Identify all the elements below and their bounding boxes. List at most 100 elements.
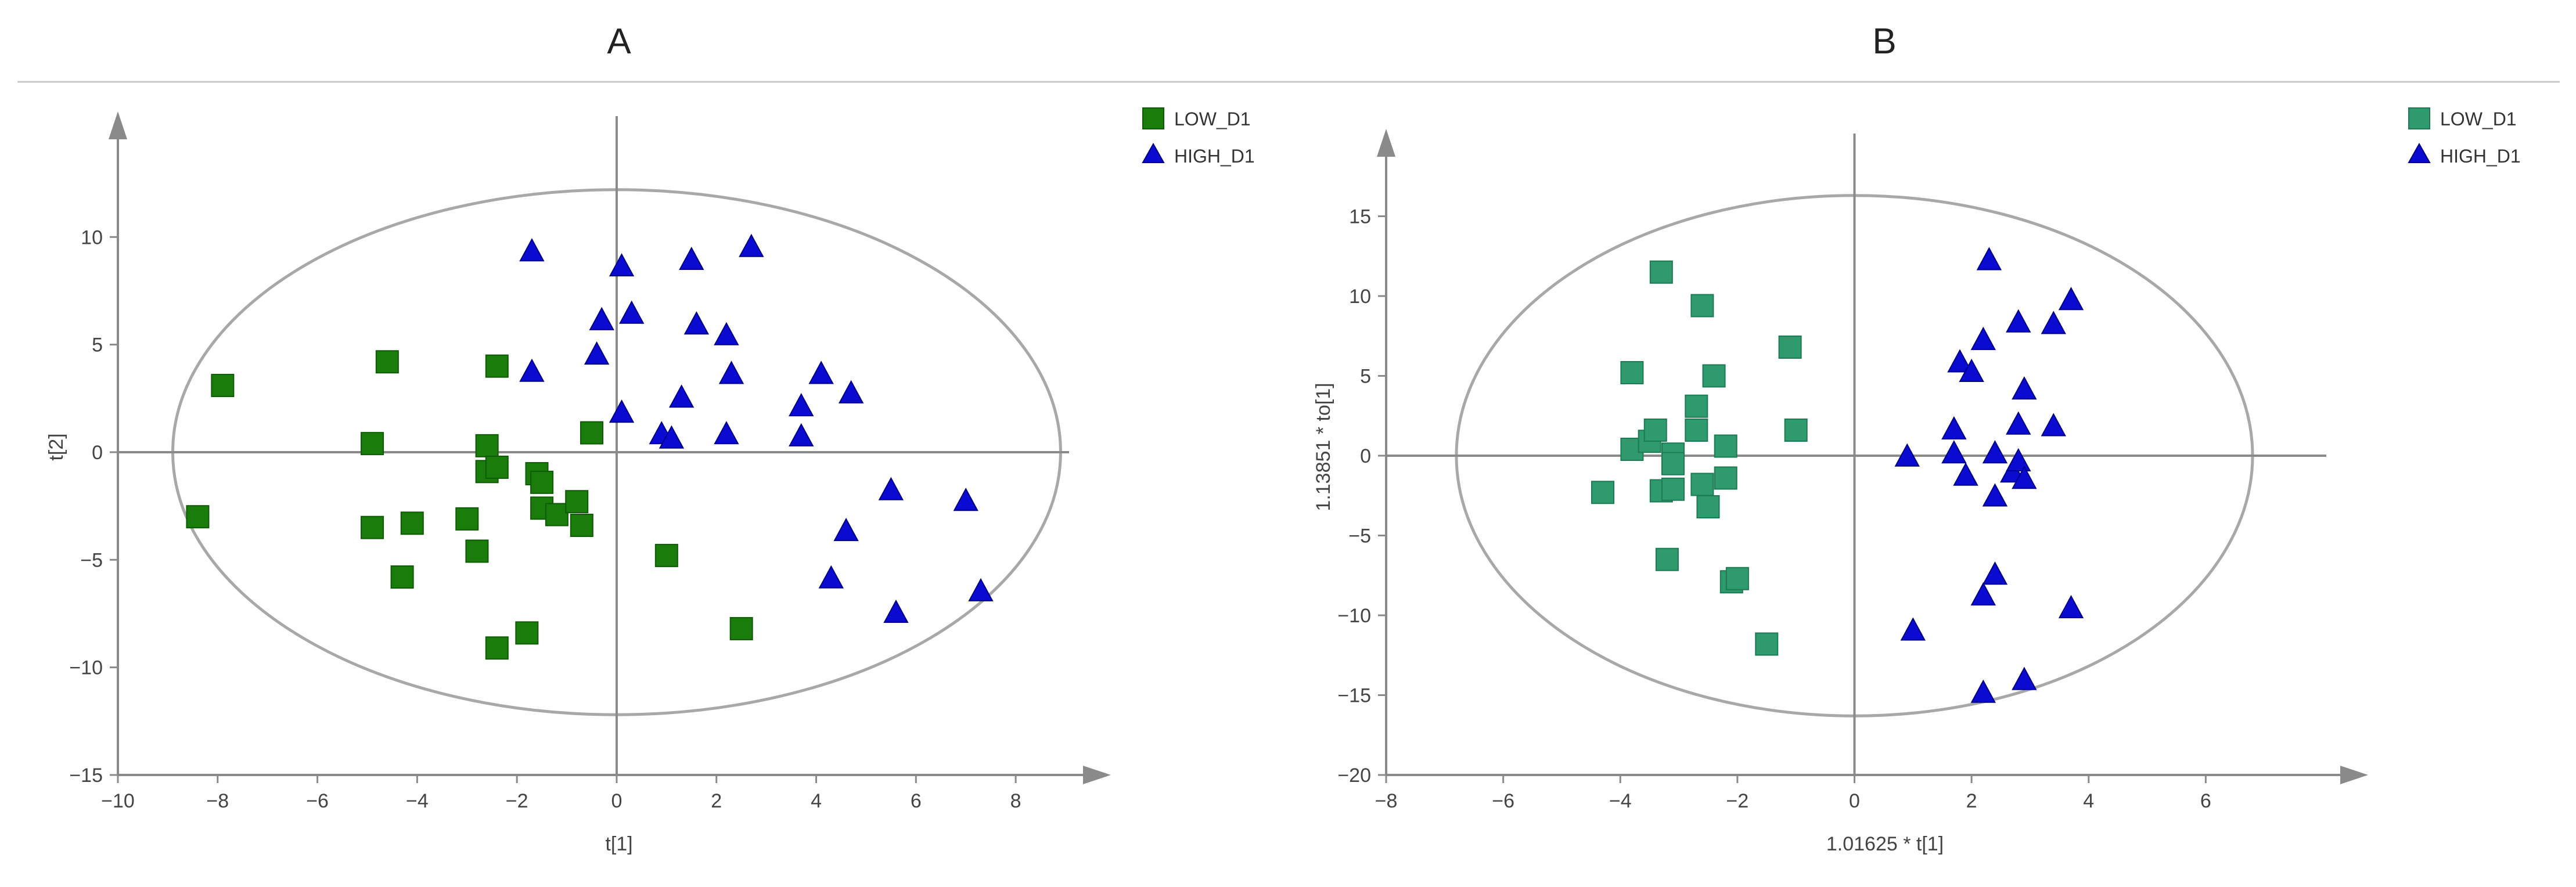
panel-a-x-tick-label: 2 <box>711 790 722 812</box>
panel-b-ylabel: 1.13851 * to[1] <box>1312 383 1334 511</box>
panel-b-point-low-d1 <box>1591 481 1615 504</box>
panel-b-y-tick-label: 0 <box>1360 445 1371 467</box>
panel-a-y-tick-label: 0 <box>92 442 103 464</box>
panel-a-point-high-d1 <box>789 423 814 447</box>
panel-b-point-low-d1 <box>1661 452 1685 475</box>
panel-b-y-tick-label: −15 <box>1337 685 1371 707</box>
panel-a-point-high-d1 <box>714 421 739 445</box>
panel-a-x-tick-label: 0 <box>611 790 622 812</box>
panel-a-point-high-d1 <box>739 233 764 257</box>
panel-b-x-tick-label: 0 <box>1849 790 1860 812</box>
panel-b-point-low-d1 <box>1755 632 1779 656</box>
panel-b-point-low-d1 <box>1685 394 1708 418</box>
panel-b-point-low-d1 <box>1620 361 1644 384</box>
panel-b-point-low-d1 <box>1655 547 1679 571</box>
panel-a-point-low-d1 <box>485 455 509 479</box>
panel-a-y-tick-label: −5 <box>80 549 103 571</box>
panel-b-point-high-d1 <box>2006 309 2031 333</box>
panel-a-y-axis-arrow <box>109 111 127 139</box>
panel-a-y-tick-label: 5 <box>92 334 103 356</box>
panel-b-point-low-d1 <box>1702 364 1726 388</box>
panel-b-x-tick-label: 2 <box>1966 790 1977 812</box>
panel-a-point-high-d1 <box>609 399 635 423</box>
panel-b-y-tick-label: 10 <box>1349 286 1371 308</box>
panel-a-point-high-d1 <box>619 300 645 324</box>
panel-a-point-low-d1 <box>515 621 539 645</box>
panel-b-y-tick-label: −20 <box>1337 765 1371 787</box>
panel-b-point-high-d1 <box>2058 594 2084 618</box>
panel-b-x-tick-label: 6 <box>2200 790 2211 812</box>
panel-b-x-tick-label: 4 <box>2083 790 2094 812</box>
panel-a-point-low-d1 <box>390 565 414 589</box>
panel-a-point-high-d1 <box>789 393 814 417</box>
panel-a-point-high-d1 <box>668 384 695 408</box>
panel-a-x-tick-label: −8 <box>206 790 229 812</box>
panel-b-point-low-d1 <box>1725 567 1749 590</box>
panel-b-point-high-d1 <box>1970 679 1996 703</box>
panel-a-point-high-d1 <box>609 253 635 277</box>
panel-a-point-high-d1 <box>833 518 859 542</box>
panel-b-y-tick-label: −10 <box>1337 605 1371 627</box>
panel-a-x-tick-label: −2 <box>506 790 528 812</box>
legend-high-label: HIGH_D1 <box>2440 146 2521 167</box>
panel-b-point-low-d1 <box>1696 495 1720 518</box>
panel-a-point-low-d1 <box>475 434 499 457</box>
panel-a-legend: LOW_D1 HIGH_D1 <box>1142 107 1255 167</box>
panel-b-x-axis-arrow <box>2340 766 2368 784</box>
panel-a-point-high-d1 <box>519 358 545 382</box>
panel-b-point-high-d1 <box>1894 443 1920 467</box>
legend-low-label: LOW_D1 <box>1174 109 1251 129</box>
panel-a-point-low-d1 <box>485 354 509 378</box>
panel-a-x-tick-label: 6 <box>911 790 922 812</box>
panel-a-y-tick-label: −10 <box>69 657 103 679</box>
panel-b-point-high-d1 <box>1947 349 1973 373</box>
panel-b-y-tick-label: 5 <box>1360 366 1371 388</box>
panel-a-x-tick-label: −4 <box>406 790 429 812</box>
panel-a-point-low-d1 <box>654 543 678 567</box>
panel-b-point-low-d1 <box>1643 419 1667 442</box>
panel-b-point-high-d1 <box>1982 440 2008 464</box>
panel-a-point-low-d1 <box>729 616 753 640</box>
panel-a-point-high-d1 <box>718 360 744 384</box>
panel-a-point-high-d1 <box>584 341 610 365</box>
panel-a-xlabel: t[1] <box>605 833 632 855</box>
panel-b-point-high-d1 <box>1959 358 1984 382</box>
panel-a-point-low-d1 <box>570 514 593 537</box>
legend-high-marker <box>2408 142 2431 163</box>
panel-a-y-tick-label: 10 <box>81 226 103 248</box>
panel-b-point-high-d1 <box>1941 440 1967 464</box>
panel-a-point-high-d1 <box>714 322 739 345</box>
panel-b-point-high-d1 <box>1941 416 1967 439</box>
panel-b-point-high-d1 <box>2012 376 2037 400</box>
panel-a-point-low-d1 <box>530 470 554 494</box>
panel-b-point-high-d1 <box>1970 326 1996 350</box>
panel-a-x-axis-arrow <box>1083 766 1111 784</box>
panel-b-point-low-d1 <box>1649 260 1673 284</box>
panel-b-x-tick-label: −8 <box>1375 790 1398 812</box>
panel-b-point-high-d1 <box>1982 483 2008 507</box>
panel-b-point-high-d1 <box>2012 666 2037 690</box>
panel-a-point-high-d1 <box>883 599 909 623</box>
panel-a-chart: −10 −8 −6 −4 −2 0 2 4 6 8 −15 −10 −5 0 5 10 t[1] t[2] L… <box>45 107 1255 855</box>
panel-a-point-high-d1 <box>683 311 710 335</box>
panel-a-point-high-d1 <box>679 246 704 271</box>
panel-b-point-high-d1 <box>1900 617 1926 641</box>
panel-a-point-low-d1 <box>545 503 569 527</box>
legend-high-label: HIGH_D1 <box>1174 146 1255 167</box>
panel-b-point-high-d1 <box>1982 561 2008 585</box>
panel-a-point-low-d1 <box>361 515 384 539</box>
panel-b-point-high-d1 <box>1970 582 1996 605</box>
panel-a-point-low-d1 <box>455 507 479 531</box>
panel-b-point-high-d1 <box>2012 466 2037 489</box>
legend-low-label: LOW_D1 <box>2440 109 2517 129</box>
panel-a-x-tick-label: 4 <box>811 790 822 812</box>
panel-a-point-low-d1 <box>186 505 210 529</box>
panel-b-legend: LOW_D1 HIGH_D1 <box>2408 107 2521 167</box>
panel-b-point-high-d1 <box>2058 287 2084 311</box>
panel-a-title: A <box>607 21 631 62</box>
panel-a-point-high-d1 <box>838 380 864 403</box>
panel-a-x-tick-label: −6 <box>306 790 329 812</box>
panel-b-y-axis-arrow <box>1377 129 1395 157</box>
